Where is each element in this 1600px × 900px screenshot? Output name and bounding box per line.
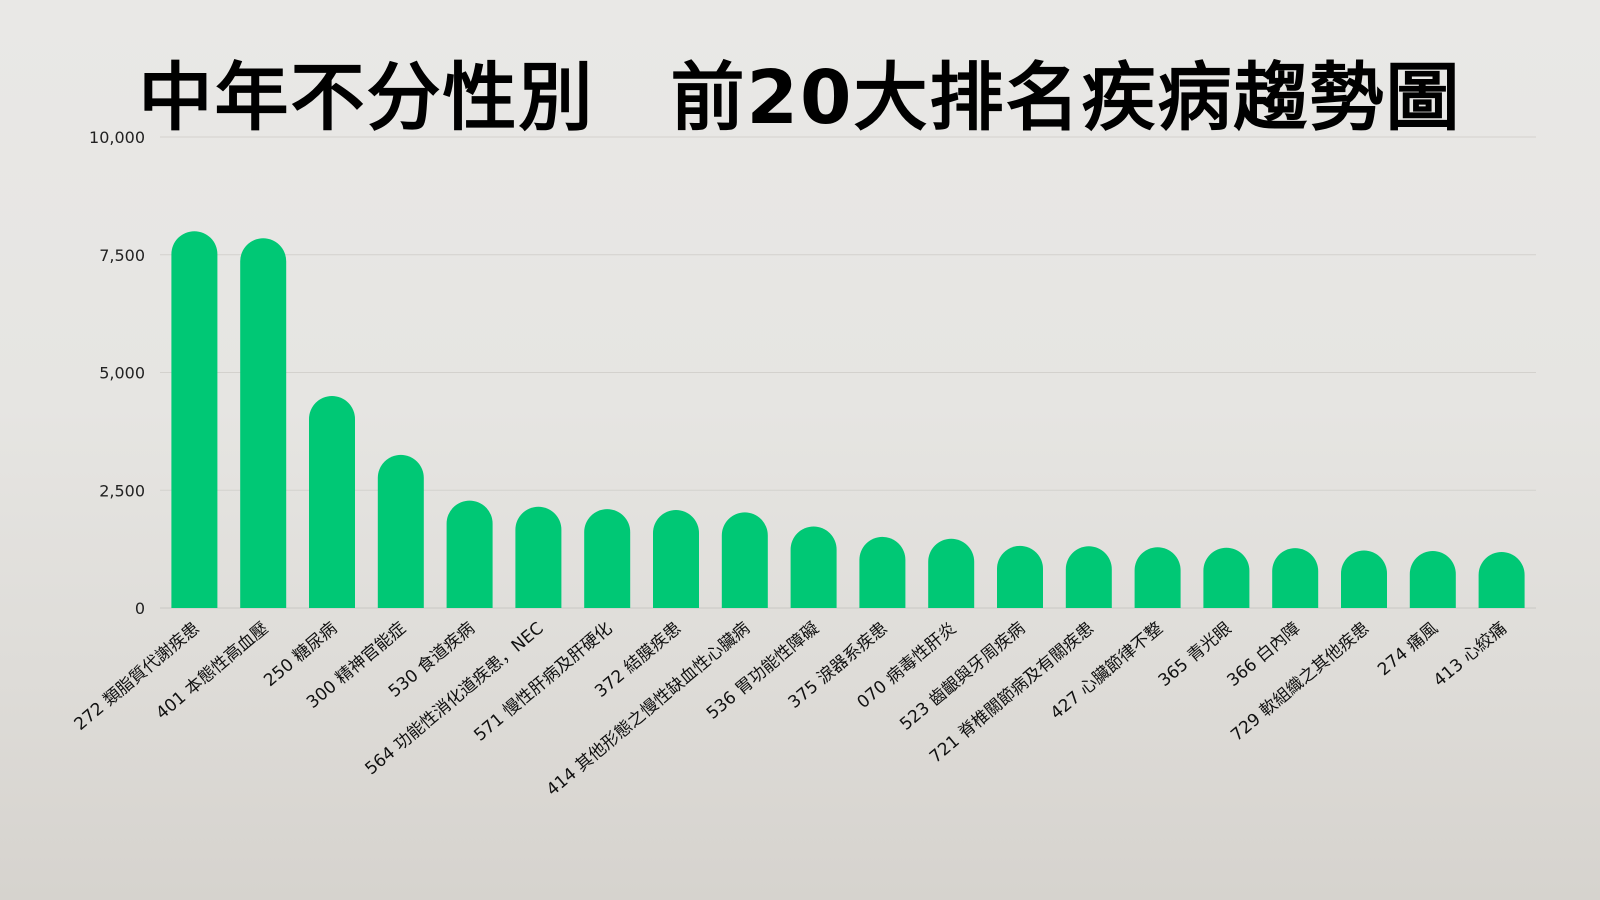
y-tick-label: 5,000 bbox=[99, 364, 145, 383]
bar bbox=[1203, 547, 1250, 608]
x-tick-label: 365 青光眼 bbox=[1155, 619, 1236, 691]
bar bbox=[721, 512, 768, 608]
bar bbox=[1134, 547, 1181, 608]
bar bbox=[790, 526, 837, 608]
bar bbox=[171, 231, 218, 608]
bar bbox=[446, 500, 493, 608]
bar bbox=[240, 238, 287, 608]
bar bbox=[1341, 550, 1387, 608]
x-tick-label: 729 軟組織之其他疾患 bbox=[1227, 619, 1373, 746]
bar bbox=[859, 536, 906, 608]
x-tick-label: 274 痛風 bbox=[1374, 619, 1442, 681]
x-tick-label: 523 齒齦與牙周疾病 bbox=[896, 619, 1029, 735]
bar bbox=[653, 510, 699, 608]
x-tick-label: 272 類脂質代謝疾患 bbox=[71, 619, 204, 735]
bar bbox=[1065, 546, 1112, 608]
bar bbox=[997, 545, 1043, 608]
y-tick-label: 7,500 bbox=[99, 246, 145, 265]
x-tick-label: 413 心絞痛 bbox=[1430, 619, 1511, 691]
y-tick-label: 0 bbox=[135, 599, 145, 618]
bar bbox=[1272, 548, 1319, 608]
bar bbox=[1409, 551, 1456, 608]
bar bbox=[584, 509, 631, 608]
chart-title: 中年不分性別 前20大排名疾病趨勢圖 bbox=[138, 55, 1462, 141]
bar bbox=[515, 506, 562, 608]
bar bbox=[309, 396, 355, 608]
bar bbox=[928, 538, 975, 608]
y-tick-label: 2,500 bbox=[99, 481, 145, 500]
bar bbox=[377, 454, 424, 608]
bar bbox=[1478, 551, 1525, 608]
y-tick-label: 10,000 bbox=[89, 128, 145, 147]
